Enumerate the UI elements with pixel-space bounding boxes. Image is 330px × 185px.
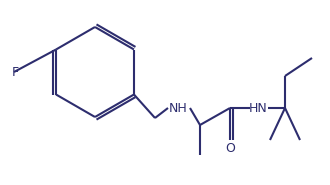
Text: O: O bbox=[225, 142, 235, 155]
Text: HN: HN bbox=[248, 102, 267, 115]
Text: F: F bbox=[12, 65, 19, 78]
Text: NH: NH bbox=[169, 102, 187, 115]
